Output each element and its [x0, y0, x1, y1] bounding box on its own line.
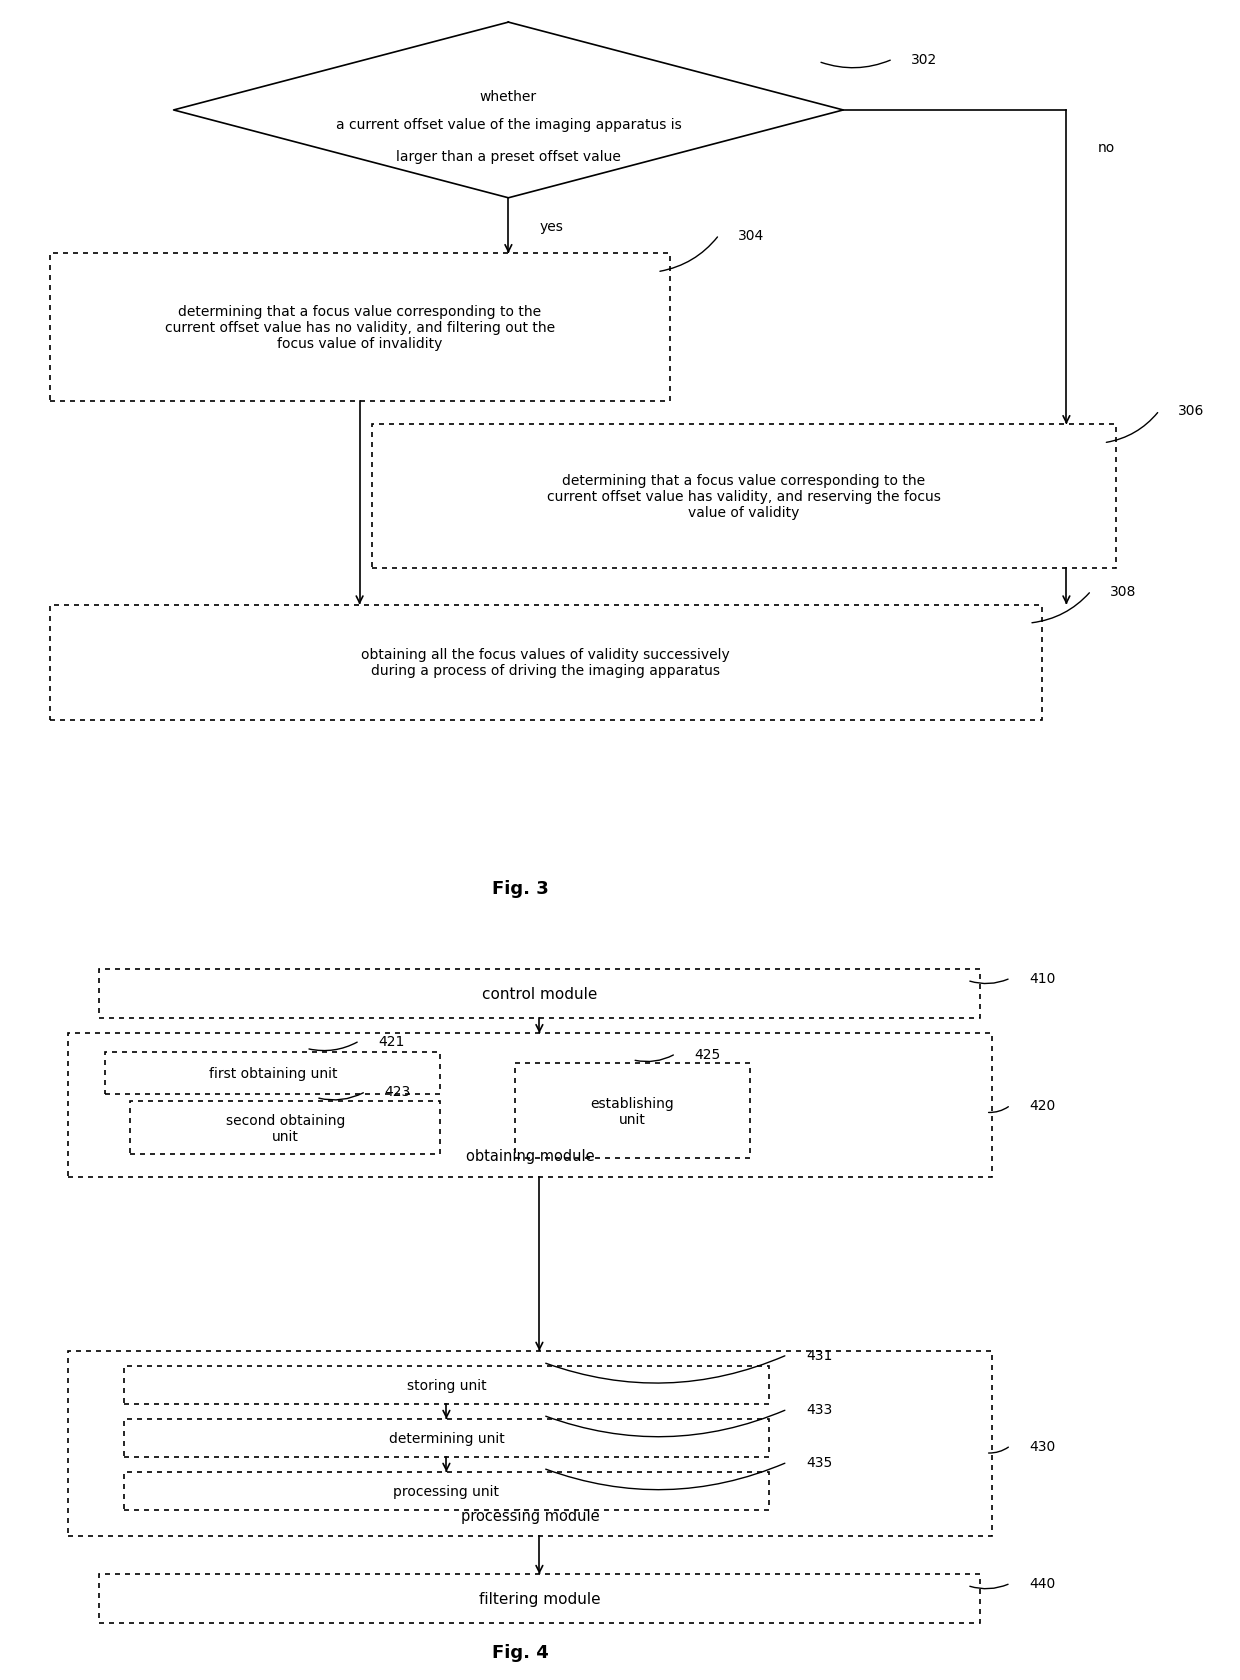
Text: no: no — [1097, 141, 1115, 155]
Text: 435: 435 — [806, 1455, 832, 1470]
Text: 433: 433 — [806, 1403, 832, 1416]
Bar — [124, 1420, 769, 1457]
Text: 420: 420 — [1029, 1099, 1055, 1112]
Text: determining that a focus value corresponding to the
current offset value has no : determining that a focus value correspon… — [165, 304, 554, 351]
Bar — [99, 1574, 980, 1623]
Bar — [99, 969, 980, 1018]
Text: yes: yes — [539, 220, 563, 234]
Text: obtaining all the focus values of validity successively
during a process of driv: obtaining all the focus values of validi… — [361, 648, 730, 679]
Text: 421: 421 — [378, 1035, 404, 1048]
Bar — [50, 605, 1042, 721]
Bar — [130, 1102, 440, 1154]
Text: determining that a focus value corresponding to the
current offset value has val: determining that a focus value correspon… — [547, 474, 941, 519]
Text: 431: 431 — [806, 1347, 832, 1362]
Bar — [105, 1052, 440, 1094]
Text: 430: 430 — [1029, 1438, 1055, 1453]
Text: Fig. 3: Fig. 3 — [492, 880, 549, 897]
Text: larger than a preset offset value: larger than a preset offset value — [396, 150, 621, 165]
Text: processing unit: processing unit — [393, 1483, 500, 1499]
Text: a current offset value of the imaging apparatus is: a current offset value of the imaging ap… — [336, 118, 681, 131]
Text: Fig. 4: Fig. 4 — [492, 1643, 549, 1662]
Text: establishing
unit: establishing unit — [590, 1095, 675, 1126]
Text: first obtaining unit: first obtaining unit — [208, 1067, 337, 1080]
Text: 308: 308 — [1110, 585, 1136, 598]
Text: 302: 302 — [911, 54, 937, 67]
Text: whether: whether — [480, 91, 537, 104]
Text: determining unit: determining unit — [388, 1431, 505, 1445]
Text: control module: control module — [481, 986, 598, 1001]
Text: 410: 410 — [1029, 971, 1055, 986]
Bar — [124, 1366, 769, 1404]
Bar — [124, 1472, 769, 1510]
Bar — [68, 1033, 992, 1178]
Text: 306: 306 — [1178, 405, 1204, 418]
Text: 423: 423 — [384, 1085, 410, 1099]
Text: storing unit: storing unit — [407, 1378, 486, 1393]
Bar — [372, 425, 1116, 568]
Bar — [50, 254, 670, 402]
Bar — [515, 1063, 750, 1159]
Text: second obtaining
unit: second obtaining unit — [226, 1114, 345, 1142]
Text: filtering module: filtering module — [479, 1591, 600, 1606]
Text: 304: 304 — [738, 228, 764, 242]
Text: processing module: processing module — [461, 1507, 599, 1522]
Text: 425: 425 — [694, 1047, 720, 1062]
Text: obtaining module: obtaining module — [466, 1149, 594, 1164]
Bar — [68, 1351, 992, 1536]
Text: 440: 440 — [1029, 1576, 1055, 1591]
